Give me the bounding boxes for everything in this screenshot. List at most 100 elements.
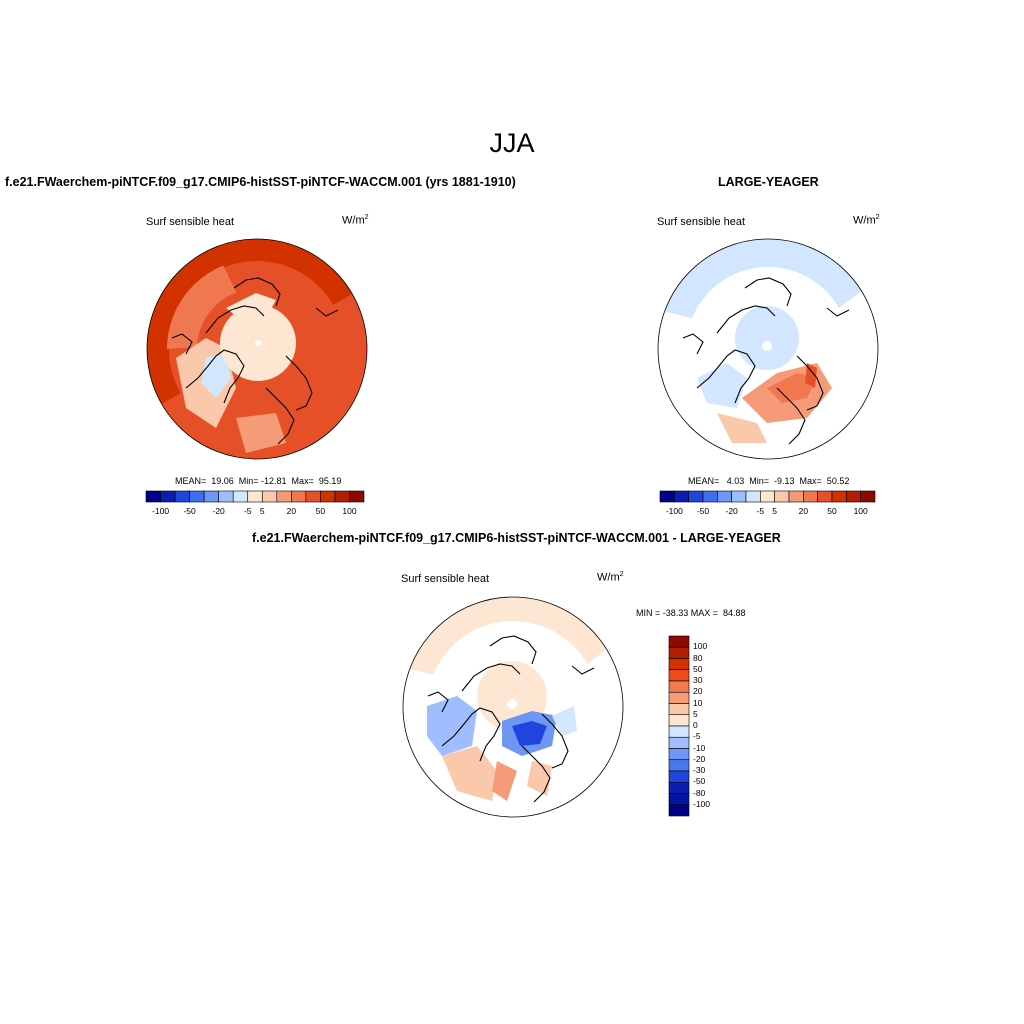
coastline (571, 665, 595, 675)
field-region (492, 761, 517, 801)
colorbar-swatch (760, 490, 775, 503)
colorbar-tick-label: -20 (725, 506, 738, 516)
colorbar-tick-label: -5 (243, 506, 252, 516)
panel-3-stats: MIN = -38.33 MAX = 84.88 (636, 608, 746, 618)
colorbar-swatch (145, 490, 161, 503)
colorbar-swatch (218, 490, 234, 503)
field-region (442, 746, 497, 801)
field-region (407, 597, 608, 675)
panel-2-units: W/m2 (853, 214, 880, 227)
coastline (826, 307, 850, 317)
page-title: JJA (489, 128, 535, 158)
colorbar-swatch (668, 691, 690, 704)
field-region (201, 353, 231, 398)
panel-1-variable-label: Surf sensible heat (146, 216, 235, 228)
field-region (147, 239, 354, 405)
field-region (735, 306, 799, 370)
field-region (697, 363, 747, 408)
colorbar-swatch (276, 490, 292, 503)
coastline (233, 277, 281, 307)
coastline (427, 691, 449, 713)
panel-3-polar-map (402, 596, 624, 818)
field-region (762, 341, 772, 351)
panel-3-units: W/m2 (597, 571, 624, 584)
colorbar-swatch (731, 490, 747, 503)
map-boundary (402, 596, 624, 818)
colorbar-tick-label: -50 (696, 506, 710, 516)
colorbar-tick-label: -5 (693, 731, 701, 742)
colorbar-swatch (174, 490, 190, 503)
colorbar-tick-label: 100 (342, 506, 357, 516)
colorbar-swatch (668, 725, 690, 738)
colorbar-tick-label: 5 (259, 506, 265, 516)
coastline (285, 355, 313, 411)
colorbar-swatch (745, 490, 761, 503)
field-region (552, 706, 577, 736)
panel-1-stats: MEAN= 19.06 Min= -12.81 Max= 95.19 (175, 476, 342, 486)
colorbar-tick-label: -100 (152, 506, 170, 516)
colorbar-swatch (774, 490, 790, 503)
colorbar-swatch (668, 658, 690, 671)
colorbar-tick-label: -80 (693, 787, 706, 798)
colorbar-tick-label: -10 (693, 742, 706, 753)
colorbar-tick-label: 100 (693, 641, 708, 652)
panel-1-colorbar (145, 490, 365, 503)
colorbar-swatch (305, 490, 321, 503)
coastline (682, 333, 704, 355)
colorbar-swatch (668, 736, 690, 749)
field-region (226, 293, 276, 320)
coastline (541, 713, 569, 769)
coastline (489, 635, 537, 665)
panel-2-polar-map (657, 238, 879, 460)
coastline (796, 355, 824, 411)
colorbar-swatch (717, 490, 732, 503)
field-region (717, 413, 767, 443)
coastline (521, 745, 551, 803)
panel-1-units: W/m2 (342, 214, 369, 227)
panel-1-title: f.e21.FWaerchem-piNTCF.f09_g17.CMIP6-his… (5, 175, 516, 189)
colorbar-tick-label: 100 (853, 506, 868, 516)
colorbar-tick-label: 10 (693, 697, 703, 708)
colorbar-tick-label: -50 (693, 776, 706, 787)
field-region (427, 696, 477, 756)
colorbar-tick-label: 5 (693, 708, 698, 719)
colorbar-swatch (668, 680, 690, 693)
coastline (315, 307, 339, 317)
colorbar-tick-label: 50 (315, 506, 326, 516)
coastline (776, 387, 806, 445)
colorbar-tick-label: 5 (772, 506, 778, 516)
field-region (767, 373, 817, 403)
panel-3-title: f.e21.FWaerchem-piNTCF.f09_g17.CMIP6-his… (252, 531, 781, 545)
colorbar-swatch (334, 490, 350, 503)
colorbar-swatch (817, 490, 833, 503)
colorbar-swatch (846, 490, 861, 503)
colorbar-swatch (668, 770, 690, 783)
colorbar-tick-label: 0 (693, 720, 698, 730)
field-region (512, 721, 547, 746)
colorbar-swatch (668, 793, 690, 806)
colorbar-swatch (702, 490, 718, 503)
panel-2-title: LARGE-YEAGER (718, 175, 819, 189)
colorbar-swatch (160, 490, 176, 503)
field-region (167, 265, 237, 349)
colorbar-tick-label: -5 (756, 506, 765, 516)
colorbar-tick-label: -50 (183, 506, 196, 516)
panel-3-variable-label: Surf sensible heat (401, 573, 490, 585)
coastline (265, 387, 295, 445)
colorbar-swatch (803, 490, 818, 503)
field-region (255, 340, 261, 346)
colorbar-swatch (668, 635, 690, 648)
panel-3-colorbar-ticks: 100 80 50 30 20 10 5 0 -5 -10 -20 -30 -50 -80 -100 (693, 636, 723, 816)
colorbar-swatch (668, 669, 690, 682)
coastline (461, 663, 521, 692)
field-region (805, 363, 817, 388)
colorbar-swatch (203, 490, 219, 503)
panel-3-colorbar-vertical (668, 635, 690, 817)
map-boundary (146, 238, 368, 460)
colorbar-swatch (189, 490, 205, 503)
colorbar-tick-label: 20 (693, 686, 703, 697)
colorbar-swatch (688, 490, 704, 503)
colorbar-swatch (349, 490, 365, 503)
colorbar-tick-label: 50 (827, 506, 837, 516)
panel-2-stats: MEAN= 4.03 Min= -9.13 Max= 50.52 (688, 476, 850, 486)
